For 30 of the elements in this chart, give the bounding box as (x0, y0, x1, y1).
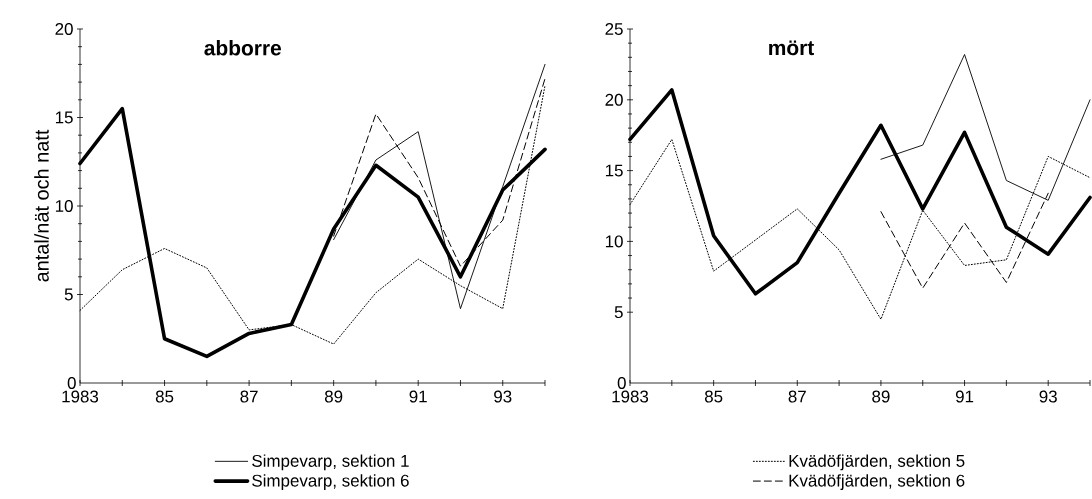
y-tick-label: 0 (617, 377, 626, 389)
y-tick-label: 20 (55, 23, 73, 35)
x-tick-label: 87 (788, 390, 806, 403)
y-tick-label: 20 (605, 93, 623, 106)
y-tick-label: 0 (67, 377, 76, 389)
x-tick-label: 85 (155, 390, 174, 403)
y-tick-label: 10 (55, 200, 73, 212)
legend-label: Simpevarp, sektion 1 (252, 454, 409, 471)
x-tick-label: 1983 (62, 390, 99, 403)
legend-label: Kvädöfjärden, sektion 5 (789, 454, 965, 471)
y-tick-label: 25 (605, 23, 623, 35)
x-tick-label: 93 (1039, 390, 1057, 403)
y-tick-label: 10 (605, 235, 623, 248)
x-tick-label: 93 (494, 390, 512, 403)
x-tick-label: 85 (704, 390, 723, 403)
y-tick-label: 15 (605, 164, 623, 177)
y-tick-label: 5 (614, 306, 623, 319)
x-tick-label: 89 (872, 390, 890, 403)
chart-title: abborre (204, 40, 281, 56)
legend-label: Kvädöfjärden, sektion 6 (789, 474, 965, 490)
x-tick-label: 1983 (612, 390, 649, 403)
y-axis-title: antal/nät och natt (34, 129, 49, 282)
x-tick-label: 91 (409, 390, 427, 403)
y-tick-label: 5 (64, 288, 73, 301)
x-tick-label: 91 (955, 390, 974, 403)
x-tick-label: 89 (324, 390, 343, 403)
x-tick-label: 87 (240, 390, 258, 403)
y-tick-label: 15 (55, 111, 73, 124)
legend-label: Simpevarp, sektion 6 (252, 474, 409, 490)
chart-title: mört (769, 40, 815, 56)
